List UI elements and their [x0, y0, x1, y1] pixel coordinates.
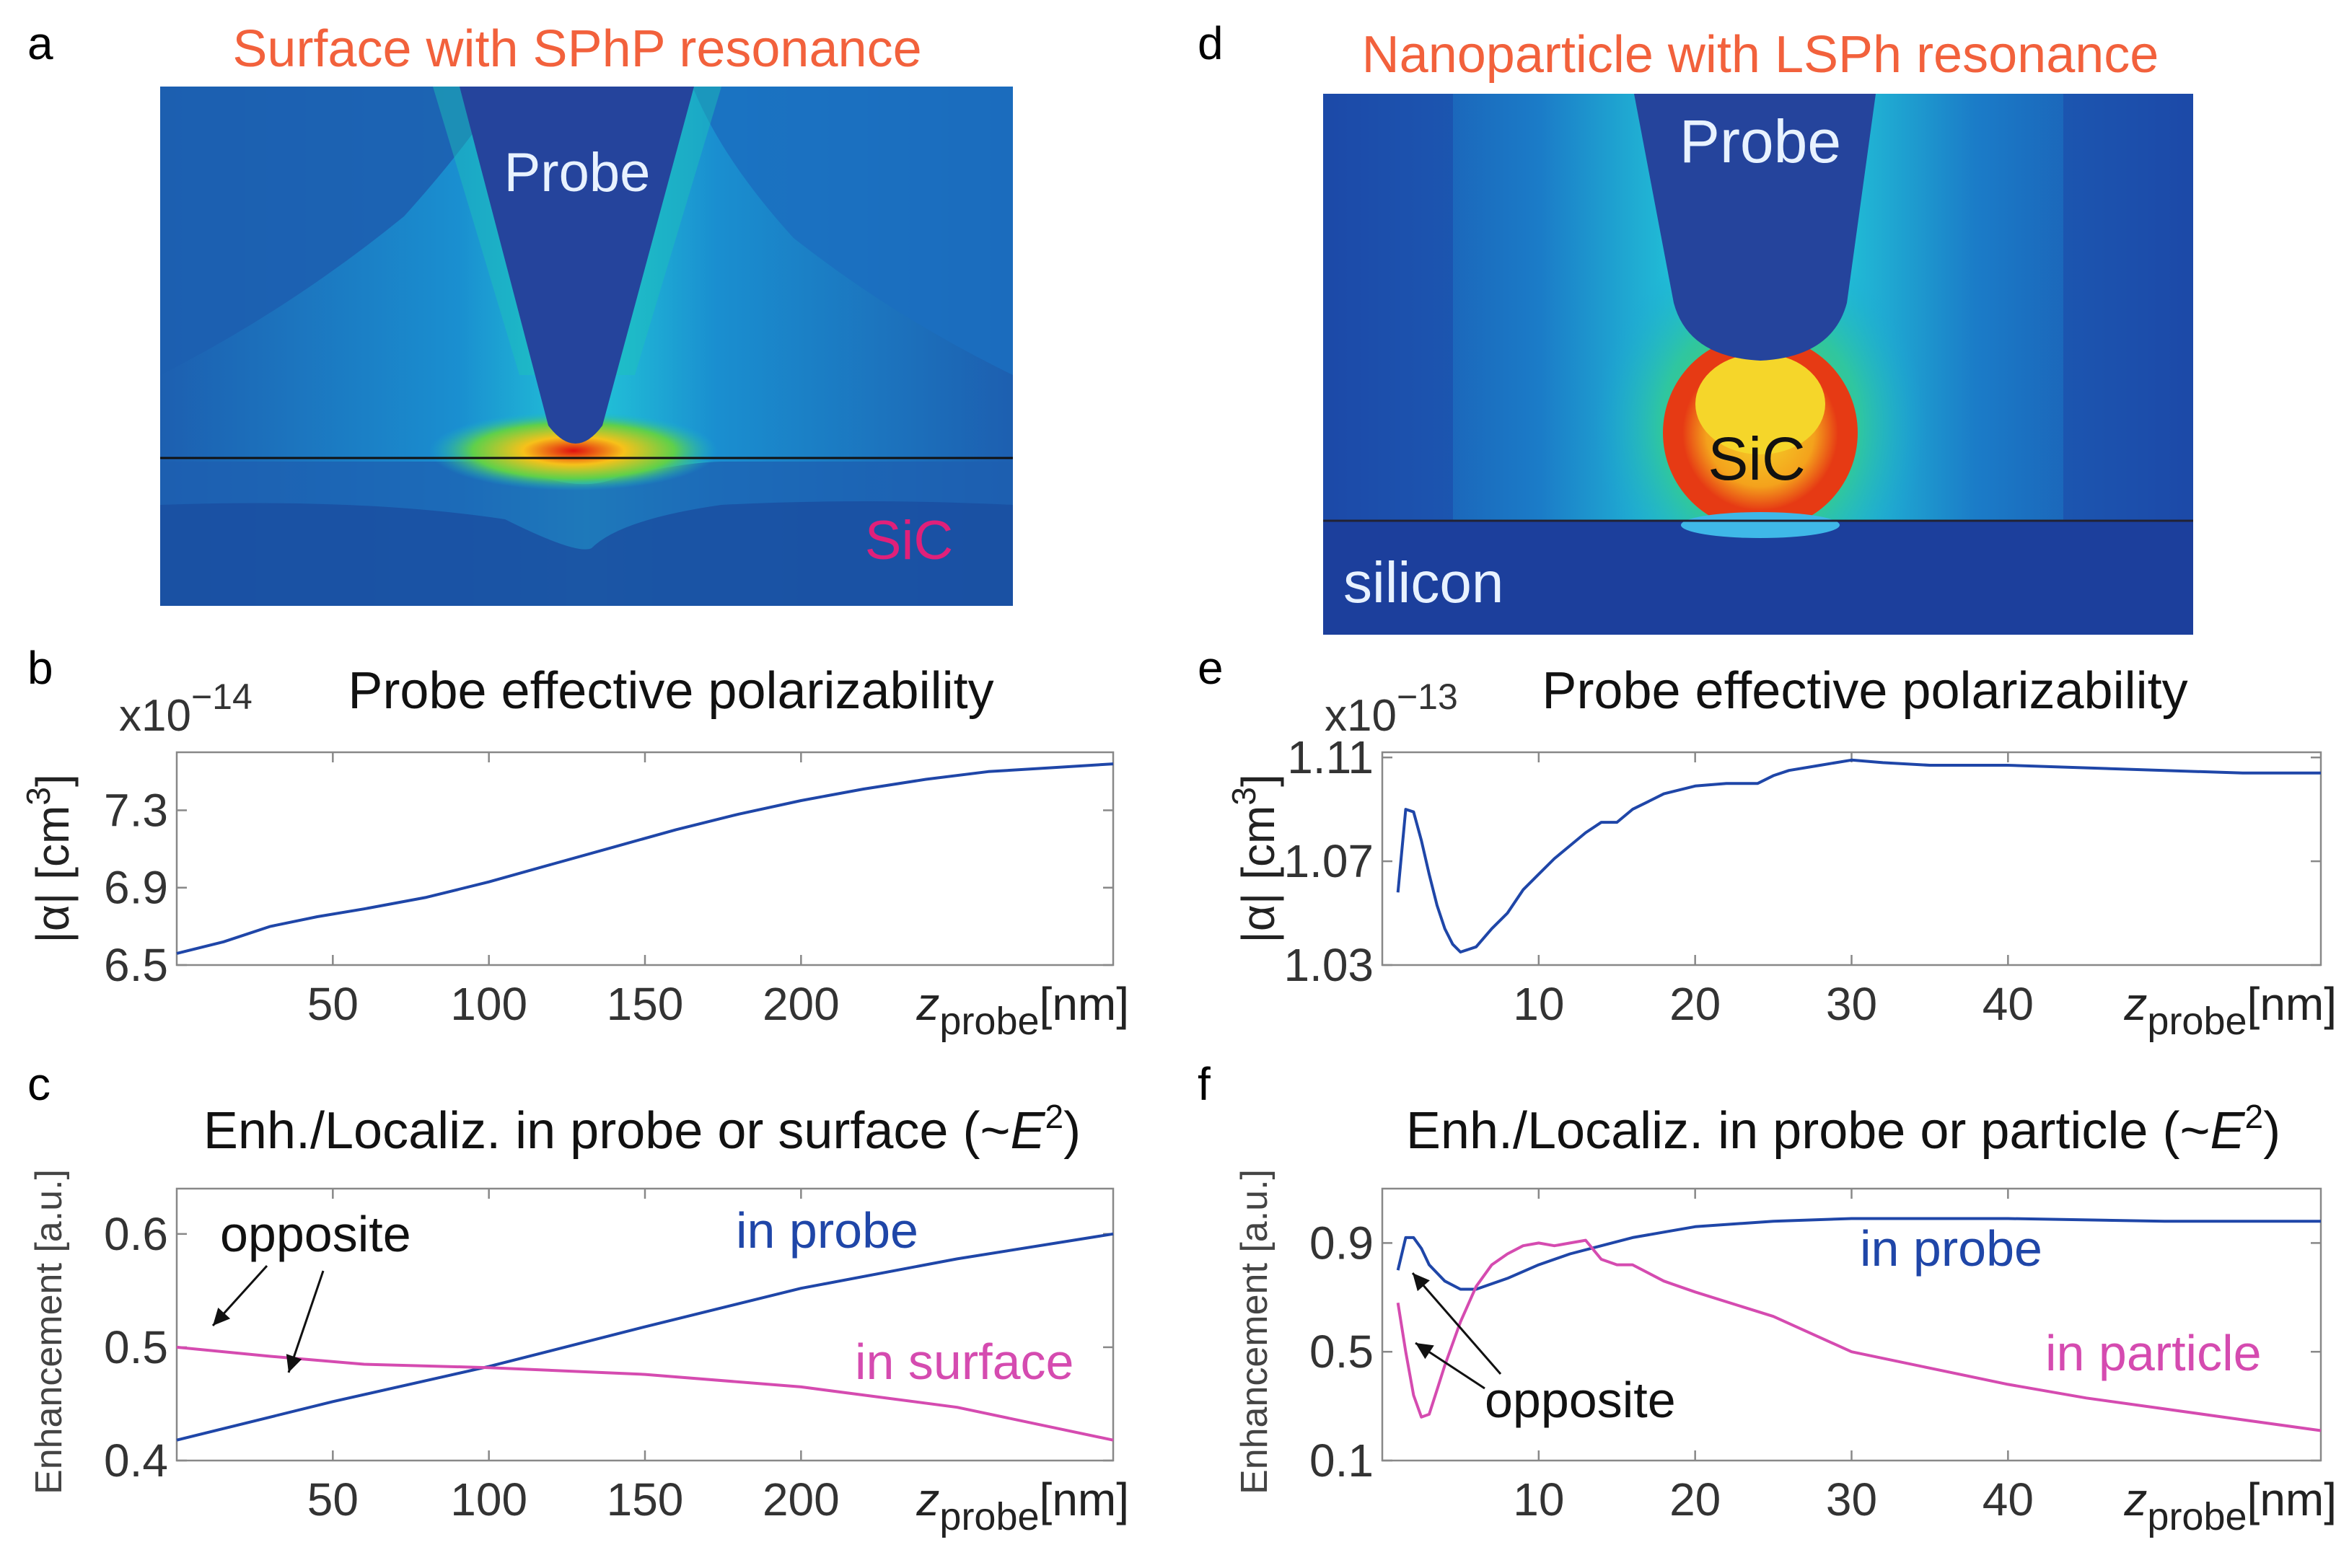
y-tick-label: 0.6: [104, 1208, 168, 1260]
x-tick-label: 200: [763, 1474, 840, 1525]
x-tick-label: 200: [763, 978, 840, 1030]
x-tick-label: 150: [607, 978, 684, 1030]
x-tick-label: 20: [1669, 978, 1721, 1030]
x-tick-label: 100: [450, 1474, 527, 1525]
silicon-label: silicon: [1343, 550, 1503, 615]
sic-label-a: SiC: [865, 510, 953, 571]
x-axis-label: zprobe[nm]: [916, 1474, 1129, 1538]
y-tick-label: 6.5: [104, 939, 168, 991]
y-tick-label: 0.5: [104, 1321, 168, 1373]
y-tick-label: 1.03: [1283, 939, 1374, 991]
panel-label-a: a: [27, 17, 53, 69]
chart-title-c: Enh./Localiz. in probe or surface (~E2): [203, 1098, 1081, 1160]
chart-title-f: Enh./Localiz. in probe or particle (~E2): [1406, 1098, 2280, 1160]
series-line-probe-polarizability: [1396, 758, 2321, 953]
plot-frame-b: [175, 751, 1115, 966]
y-tick-label: 1.07: [1283, 835, 1374, 887]
chart-title-b: Probe effective polarizability: [348, 662, 993, 720]
panel-label-b: b: [27, 642, 53, 694]
y-axis-label: Enhancement [a.u.]: [28, 1169, 70, 1494]
series-line-in-probe: [1396, 1217, 2321, 1291]
series-line-probe-polarizability: [176, 762, 1114, 955]
series-line-in-particle: [1396, 1238, 2322, 1432]
x-tick-label: 40: [1983, 978, 2034, 1030]
annotation-opposite: opposite: [1485, 1372, 1676, 1428]
field-map-a: Surface with SPhP resonance Probe SiC: [160, 20, 1013, 606]
chart-e: 10 20 30 40 1.03 1.07 1.11 Probe effective pola…: [1225, 662, 2337, 1043]
sic-label-d: SiC: [1708, 425, 1805, 493]
x-axis-label: zprobe[nm]: [2123, 1474, 2337, 1538]
exponent-multiplier: x10−13: [1325, 677, 1458, 741]
x-tick-label: 30: [1826, 978, 1877, 1030]
x-tick-label: 100: [450, 978, 527, 1030]
panel-label-f: f: [1198, 1058, 1211, 1110]
chart-b: 50 100 150 200 6.5 6.9 7.3 Probe effective pola…: [19, 662, 1129, 1043]
series-line-in-probe: [176, 1232, 1114, 1442]
x-axis-label: zprobe[nm]: [2123, 978, 2337, 1043]
chart-title-e: Probe effective polarizability: [1542, 662, 2187, 720]
probe-label-d: Probe: [1680, 107, 1841, 175]
probe-label-a: Probe: [504, 142, 651, 203]
x-tick-label: 40: [1983, 1474, 2034, 1525]
image-d-title: Nanoparticle with LSPh resonance: [1362, 26, 2159, 84]
annotation-opposite: opposite: [220, 1206, 411, 1262]
y-axis-label: |α| [cm3]: [19, 774, 79, 943]
x-tick-label: 50: [307, 1474, 359, 1525]
y-tick-label: 0.4: [104, 1435, 168, 1486]
arrow-head: [1413, 1273, 1430, 1292]
annotation-in-probe: in probe: [736, 1202, 918, 1259]
x-tick-label: 30: [1826, 1474, 1877, 1525]
plot-frame-e: [1381, 751, 2322, 966]
annotation-in-probe: in probe: [1860, 1220, 2042, 1277]
chart-c: 50 100 150 200 0.4 0.5 0.6 Enh./Localiz. in pro…: [28, 1098, 1129, 1538]
annotation-in-surface: in surface: [855, 1334, 1073, 1390]
y-tick-label: 6.9: [104, 862, 168, 914]
image-a-title: Surface with SPhP resonance: [232, 20, 921, 78]
y-axis-label: Enhancement [a.u.]: [1234, 1169, 1276, 1494]
annotation-in-particle: in particle: [2045, 1325, 2262, 1381]
y-tick-label: 0.1: [1309, 1435, 1374, 1486]
x-tick-label: 20: [1669, 1474, 1721, 1525]
x-tick-label: 50: [307, 978, 359, 1030]
y-tick-label: 0.9: [1309, 1217, 1374, 1269]
arrow-line: [1411, 1272, 1502, 1375]
panel-label-e: e: [1198, 642, 1224, 694]
y-axis-label: |α| [cm3]: [1225, 774, 1284, 943]
chart-f: 10 20 30 40 0.1 0.5 0.9 Enh./Localiz. in probe …: [1234, 1098, 2337, 1538]
y-tick-label: 0.5: [1309, 1326, 1374, 1378]
panel-label-d: d: [1198, 17, 1224, 69]
exponent-multiplier: x10−14: [119, 677, 253, 741]
x-axis-label: zprobe[nm]: [916, 978, 1129, 1043]
series-line-in-surface: [176, 1345, 1114, 1442]
y-tick-label: 1.11: [1287, 731, 1374, 783]
arrow-line: [287, 1270, 325, 1373]
arrow-head: [286, 1354, 302, 1373]
field-map-d: Nanoparticle with LSPh resonance Probe S…: [1323, 26, 2193, 635]
arrow-head: [213, 1308, 231, 1326]
arrow-head: [1415, 1343, 1434, 1360]
panel-label-c: c: [27, 1058, 51, 1110]
x-tick-label: 10: [1513, 1474, 1564, 1525]
x-tick-label: 10: [1513, 978, 1564, 1030]
x-tick-label: 150: [607, 1474, 684, 1525]
y-tick-label: 7.3: [104, 784, 168, 836]
